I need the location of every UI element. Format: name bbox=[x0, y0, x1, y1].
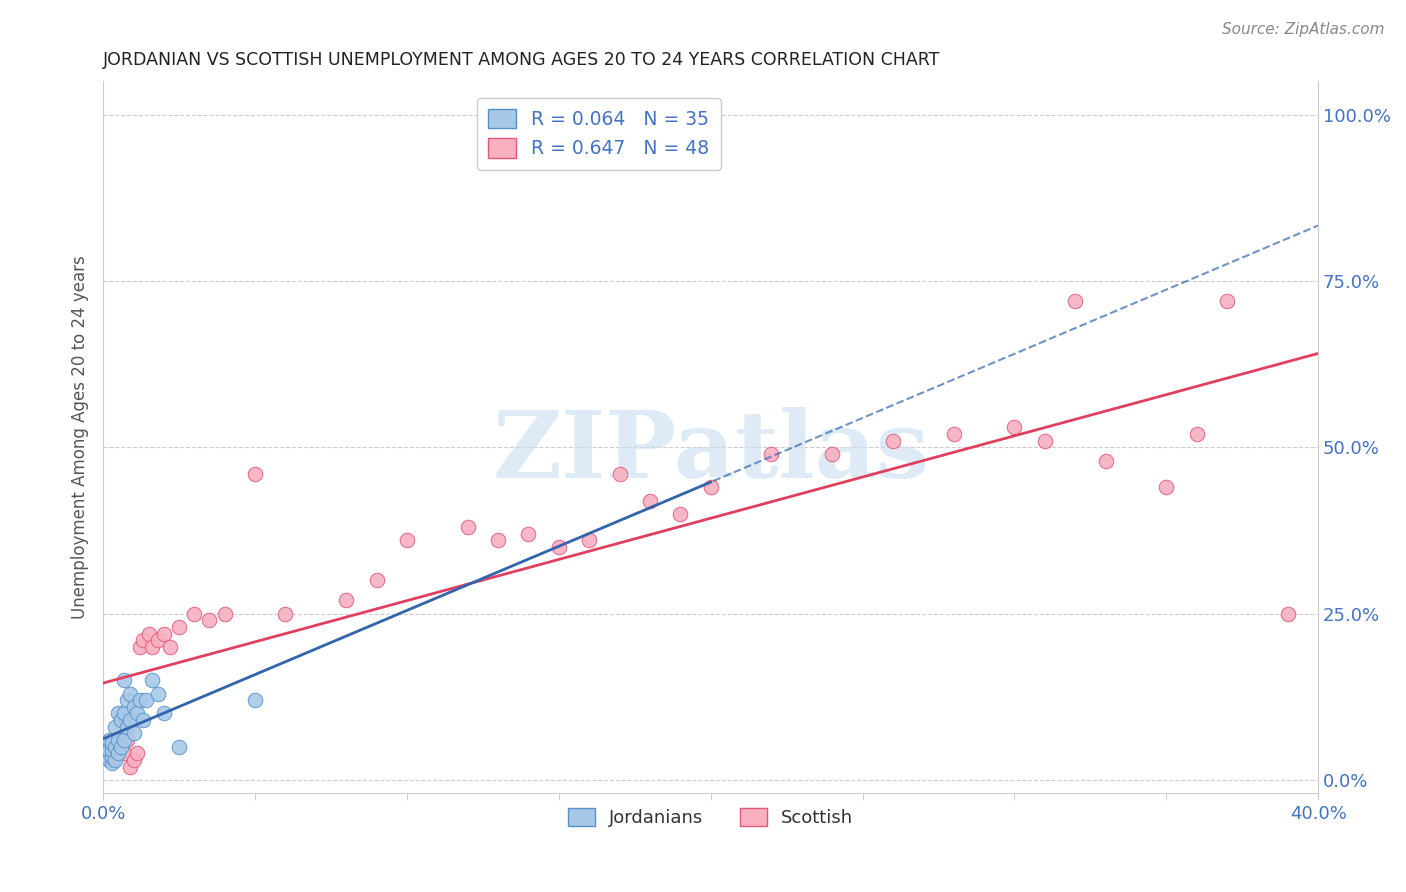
Point bbox=[112, 706, 135, 721]
Point bbox=[125, 706, 148, 721]
Point bbox=[243, 693, 266, 707]
Point bbox=[112, 747, 135, 761]
Point bbox=[609, 467, 631, 481]
Point bbox=[120, 713, 142, 727]
Point bbox=[214, 607, 236, 621]
Point bbox=[153, 626, 176, 640]
Point bbox=[1277, 607, 1299, 621]
Point bbox=[104, 753, 127, 767]
Point bbox=[96, 747, 118, 761]
Point bbox=[821, 447, 844, 461]
Point bbox=[167, 739, 190, 754]
Point bbox=[117, 693, 139, 707]
Point bbox=[1064, 293, 1087, 308]
Point bbox=[107, 747, 129, 761]
Point bbox=[578, 533, 600, 548]
Point bbox=[104, 739, 127, 754]
Text: JORDANIAN VS SCOTTISH UNEMPLOYMENT AMONG AGES 20 TO 24 YEARS CORRELATION CHART: JORDANIAN VS SCOTTISH UNEMPLOYMENT AMONG… bbox=[103, 51, 941, 69]
Point bbox=[107, 706, 129, 721]
Point bbox=[112, 673, 135, 688]
Point bbox=[112, 733, 135, 747]
Point bbox=[761, 447, 783, 461]
Point bbox=[101, 743, 124, 757]
Point bbox=[135, 693, 157, 707]
Point bbox=[517, 526, 540, 541]
Point bbox=[125, 747, 148, 761]
Point bbox=[335, 593, 357, 607]
Point bbox=[882, 434, 904, 448]
Point bbox=[699, 480, 721, 494]
Point bbox=[96, 739, 118, 754]
Point bbox=[104, 720, 127, 734]
Point bbox=[141, 640, 163, 654]
Y-axis label: Unemployment Among Ages 20 to 24 years: Unemployment Among Ages 20 to 24 years bbox=[72, 255, 89, 619]
Point bbox=[1154, 480, 1177, 494]
Point bbox=[942, 427, 965, 442]
Point bbox=[183, 607, 205, 621]
Point bbox=[243, 467, 266, 481]
Point bbox=[98, 747, 121, 761]
Legend: Jordanians, Scottish: Jordanians, Scottish bbox=[561, 800, 860, 834]
Point bbox=[131, 713, 153, 727]
Point bbox=[98, 733, 121, 747]
Point bbox=[98, 743, 121, 757]
Point bbox=[547, 540, 569, 554]
Point bbox=[274, 607, 297, 621]
Point bbox=[120, 760, 142, 774]
Point bbox=[146, 687, 169, 701]
Point bbox=[167, 620, 190, 634]
Point bbox=[1033, 434, 1056, 448]
Point bbox=[395, 533, 418, 548]
Point bbox=[198, 613, 221, 627]
Point bbox=[669, 507, 692, 521]
Point bbox=[110, 739, 132, 754]
Point bbox=[1216, 293, 1239, 308]
Point bbox=[159, 640, 181, 654]
Point bbox=[96, 739, 118, 754]
Point bbox=[366, 574, 388, 588]
Point bbox=[1002, 420, 1025, 434]
Point bbox=[117, 733, 139, 747]
Point bbox=[98, 753, 121, 767]
Text: Source: ZipAtlas.com: Source: ZipAtlas.com bbox=[1222, 22, 1385, 37]
Point bbox=[128, 693, 150, 707]
Point bbox=[486, 533, 509, 548]
Point bbox=[107, 733, 129, 747]
Text: ZIPatlas: ZIPatlas bbox=[492, 407, 929, 497]
Point bbox=[120, 687, 142, 701]
Point bbox=[1185, 427, 1208, 442]
Point bbox=[122, 726, 145, 740]
Point bbox=[101, 749, 124, 764]
Point bbox=[138, 626, 160, 640]
Point bbox=[153, 706, 176, 721]
Point bbox=[638, 493, 661, 508]
Point bbox=[457, 520, 479, 534]
Point bbox=[110, 739, 132, 754]
Point bbox=[104, 743, 127, 757]
Point bbox=[141, 673, 163, 688]
Point bbox=[101, 736, 124, 750]
Point bbox=[110, 713, 132, 727]
Point bbox=[146, 633, 169, 648]
Point bbox=[122, 699, 145, 714]
Point bbox=[101, 753, 124, 767]
Point bbox=[128, 640, 150, 654]
Point bbox=[107, 733, 129, 747]
Point bbox=[131, 633, 153, 648]
Point bbox=[1094, 453, 1116, 467]
Point bbox=[101, 756, 124, 771]
Point bbox=[122, 753, 145, 767]
Point bbox=[117, 720, 139, 734]
